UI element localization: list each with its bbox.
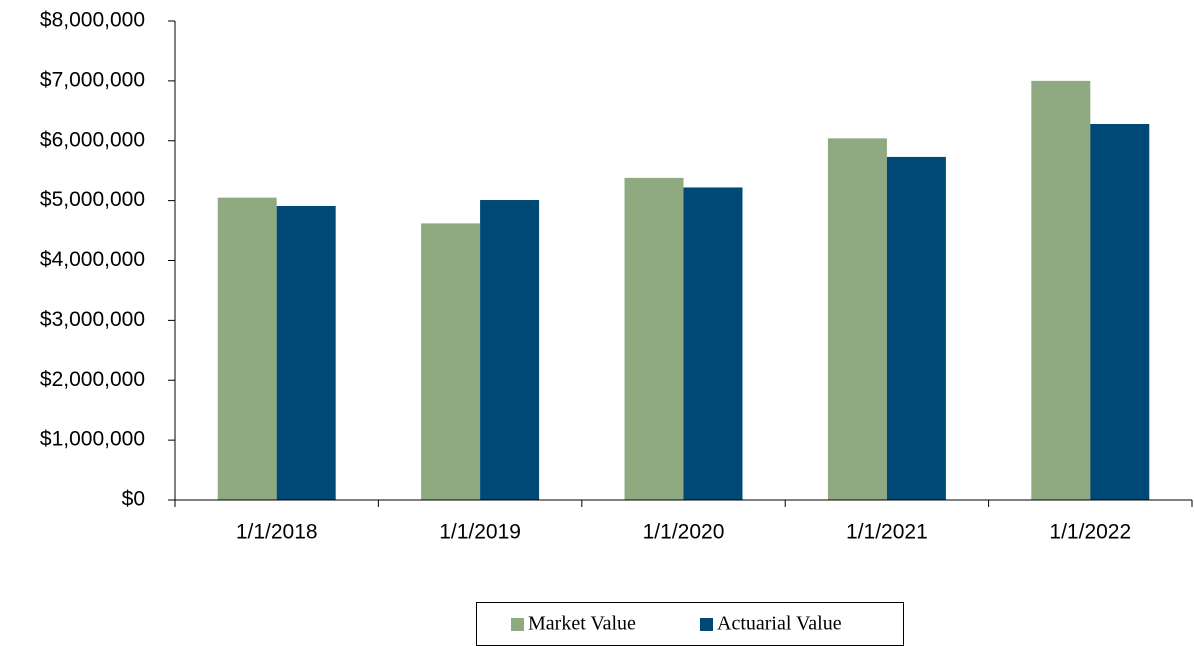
y-tick-label: $7,000,000 (40, 68, 145, 91)
bar (276, 206, 336, 501)
y-tick-label: $2,000,000 (40, 368, 145, 391)
legend-label: Market Value (528, 613, 636, 635)
legend-label: Actuarial Value (717, 613, 842, 635)
bar (886, 156, 946, 500)
y-tick-label: $1,000,000 (40, 428, 145, 451)
y-tick-label: $5,000,000 (40, 188, 145, 211)
bar (421, 223, 481, 500)
bar (1031, 80, 1091, 500)
x-tick-label: 1/1/2018 (236, 521, 318, 544)
y-tick-label: $4,000,000 (40, 248, 145, 271)
legend-swatch (511, 618, 524, 631)
y-tick-label: $8,000,000 (40, 9, 145, 32)
y-tick-label: $6,000,000 (40, 128, 145, 151)
x-tick-label: 1/1/2019 (439, 521, 521, 544)
bar (1090, 123, 1150, 501)
legend-box (476, 602, 904, 646)
bar (624, 177, 684, 500)
bar (217, 197, 277, 500)
x-tick-label: 1/1/2020 (643, 521, 725, 544)
bar (827, 138, 887, 501)
y-tick-label: $3,000,000 (40, 308, 145, 331)
x-tick-label: 1/1/2021 (846, 521, 928, 544)
bar (683, 187, 743, 500)
legend-swatch (700, 618, 713, 631)
bar (480, 200, 540, 500)
y-tick-label: $0 (122, 488, 145, 511)
x-tick-label: 1/1/2022 (1049, 521, 1131, 544)
